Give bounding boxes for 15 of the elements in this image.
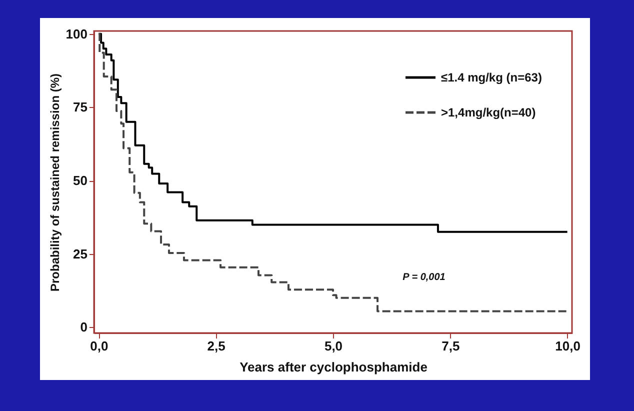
y-axis-title: Probability of sustained remission (%) xyxy=(48,73,62,292)
x-tick-label: 2,5 xyxy=(207,338,226,354)
y-tick-label: 75 xyxy=(73,100,88,115)
legend-label: >1,4mg/kg(n=40) xyxy=(441,106,536,120)
y-tick-label: 50 xyxy=(73,173,88,188)
legend-label: ≤1.4 mg/kg (n=63) xyxy=(441,70,542,84)
annotation: P = 0,001 xyxy=(402,272,446,284)
x-tick-label: 0,0 xyxy=(90,338,108,354)
x-tick-label: 7,5 xyxy=(442,338,460,354)
x-axis-title: Years after cyclophosphamide xyxy=(240,360,428,374)
x-tick-label: 5,0 xyxy=(324,338,343,354)
y-tick-label: 25 xyxy=(73,246,88,262)
x-tick-label: 10,0 xyxy=(555,338,580,354)
y-tick-label: 100 xyxy=(66,26,88,42)
y-tick-label: 0 xyxy=(80,320,88,335)
